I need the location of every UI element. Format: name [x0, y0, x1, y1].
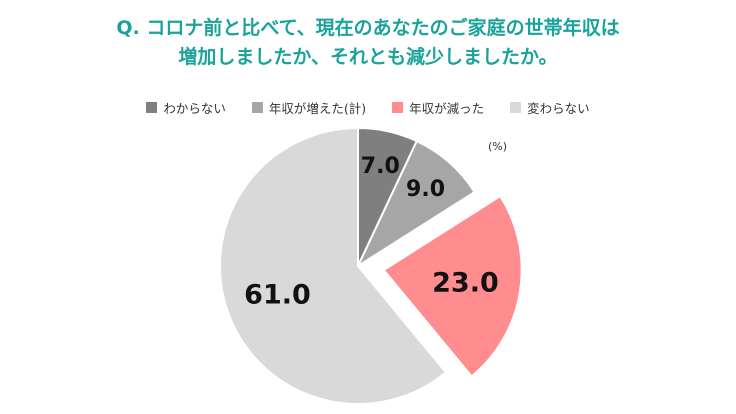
legend-label-increased: 年収が増えた(計) — [268, 101, 367, 116]
slice-increased — [355, 139, 476, 269]
legend-swatch-increased — [251, 102, 263, 113]
legend-swatch-unknown — [146, 102, 158, 113]
legend-item-unknown: わからない — [146, 98, 226, 117]
legend-label-unknown: わからない — [163, 101, 226, 116]
legend-item-decreased: 年収が減った — [392, 98, 484, 117]
chart-title-line-1: Q. コロナ前と比べて、現在のあなたのご家庭の世帯年収は — [116, 17, 620, 39]
slice-decreased — [382, 194, 523, 378]
slice-label-unknown: 7.0 — [361, 154, 400, 179]
legend-item-unchanged: 変わらない — [510, 98, 590, 117]
legend-item-increased: 年収が増えた(計) — [251, 98, 367, 117]
legend-swatch-unchanged — [510, 102, 522, 113]
chart-title-line-2: 増加しましたか、それとも減少しましたか。 — [178, 46, 558, 68]
slice-unchanged — [219, 126, 448, 405]
legend-swatch-decreased — [392, 102, 404, 113]
chart-title: Q. コロナ前と比べて、現在のあなたのご家庭の世帯年収は 増加しましたか、それと… — [0, 14, 736, 72]
legend-label-unchanged: 変わらない — [527, 101, 590, 116]
slice-label-increased: 9.0 — [406, 177, 445, 202]
chart-legend: わからない 年収が増えた(計) 年収が減った 変わらない — [0, 98, 736, 117]
legend-label-decreased: 年収が減った — [409, 101, 485, 116]
slice-label-decreased: 23.0 — [432, 268, 499, 299]
unit-label: (%) — [488, 140, 508, 153]
slice-label-unchanged: 61.0 — [244, 279, 311, 310]
